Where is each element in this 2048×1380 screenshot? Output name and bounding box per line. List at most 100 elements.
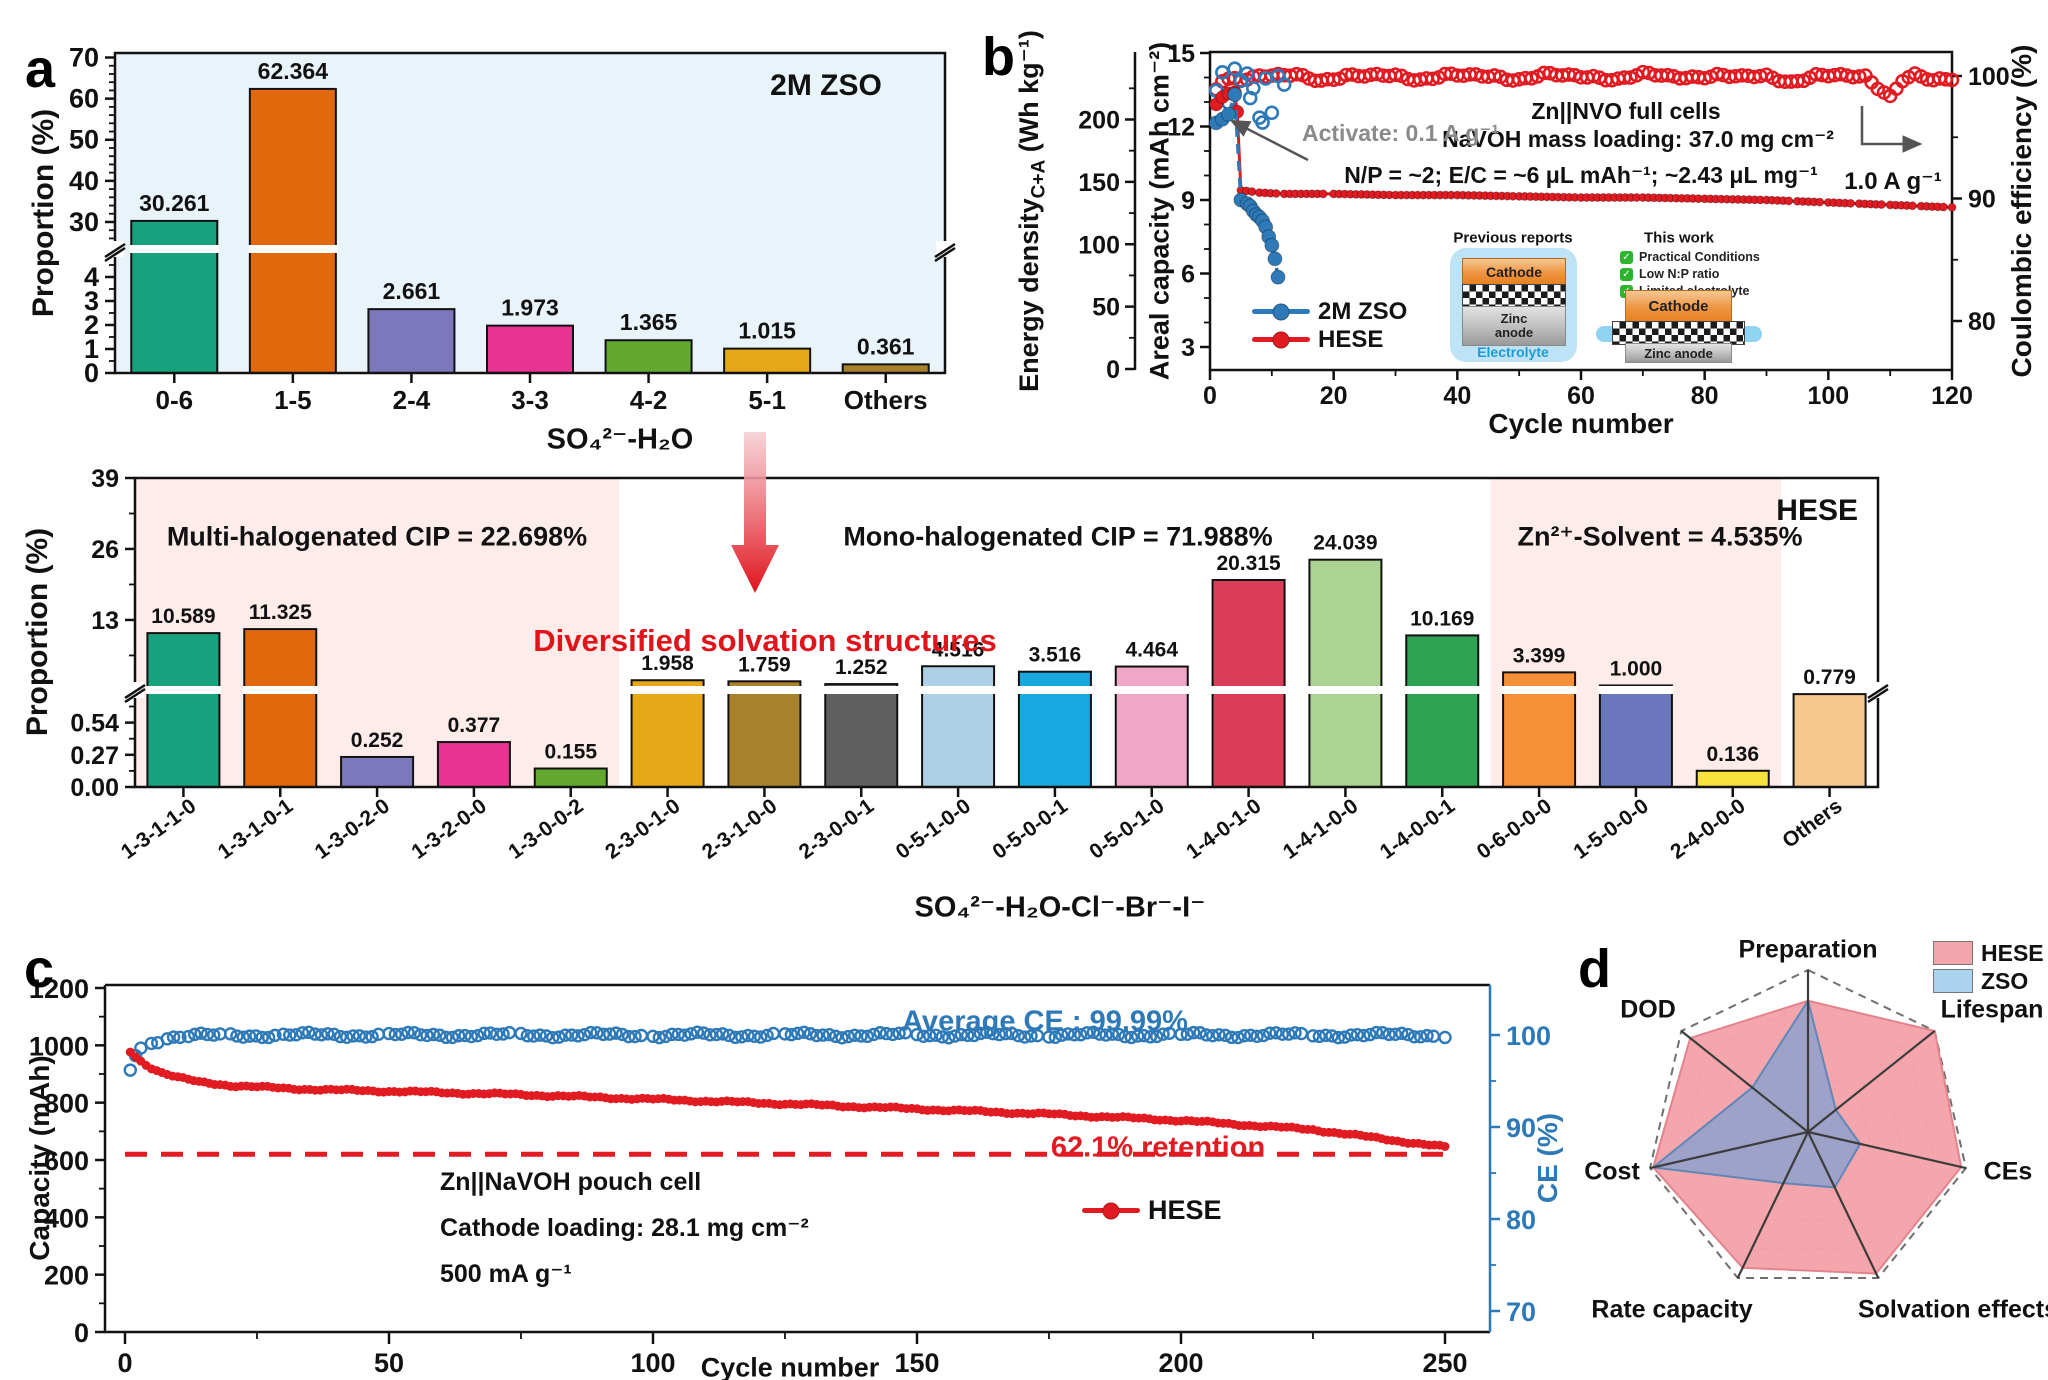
- svg-text:200: 200: [1158, 1348, 1203, 1378]
- inset-this-work-stack: Cathode Zinc anode: [1596, 290, 1762, 364]
- svg-text:0: 0: [84, 358, 99, 388]
- hese-headline: Diversified solvation structures: [533, 623, 997, 659]
- panel-letter-b: b: [982, 27, 1015, 87]
- panel-c-xlabel: Cycle number: [700, 1352, 880, 1380]
- svg-text:13: 13: [91, 607, 119, 635]
- svg-text:20.315: 20.315: [1216, 552, 1281, 575]
- previous-separator-checker: [1462, 284, 1566, 308]
- svg-text:1.973: 1.973: [501, 295, 559, 321]
- hese-tag: HESE: [1776, 494, 1858, 527]
- check-label: Practical Conditions: [1639, 250, 1760, 264]
- svg-text:0.361: 0.361: [857, 333, 915, 359]
- svg-text:800: 800: [44, 1089, 89, 1119]
- svg-text:1.000: 1.000: [1610, 657, 1663, 680]
- svg-text:0: 0: [1106, 356, 1120, 384]
- panel-c-legend-hese: HESE: [1082, 1195, 1222, 1226]
- radar-axis-label-rate: Rate capacity: [1591, 1295, 1753, 1324]
- svg-text:50: 50: [69, 125, 99, 155]
- zso-swatch: [1933, 969, 1973, 994]
- bar-1-4-0-1-0: [1211, 579, 1286, 788]
- panel-c-anno-loading: Cathode loading: 28.1 mg cm⁻²: [440, 1214, 809, 1242]
- svg-text:1.759: 1.759: [738, 653, 791, 676]
- hese-region-label-mono: Mono-halogenated CIP = 71.988%: [843, 521, 1273, 552]
- svg-text:0: 0: [117, 1348, 132, 1378]
- panel-b-energy-axis-label: Energy densityC+A (Wh kg⁻¹): [1014, 30, 1050, 392]
- panel-b-anno-activate: Activate: 0.1 A g⁻¹: [1302, 120, 1500, 146]
- check-icon: ✓: [1620, 267, 1633, 281]
- svg-text:0.252: 0.252: [351, 729, 404, 752]
- previous-cathode-label: Cathode: [1486, 264, 1542, 280]
- check-label: Low N:P ratio: [1639, 267, 1720, 281]
- svg-text:70: 70: [1506, 1297, 1536, 1327]
- svg-text:3.399: 3.399: [1513, 644, 1566, 667]
- panel-b-anno-loading: NaVOH mass loading: 37.0 mg cm⁻²: [1442, 125, 1834, 152]
- energy-label-post: (Wh kg⁻¹): [1013, 30, 1044, 160]
- panel-b-areal-axis-label: Areal capacity (mAh cm⁻²): [1144, 41, 1175, 381]
- svg-text:0.155: 0.155: [544, 741, 597, 764]
- panel-b-ce-axis-label: Coulombic efficiency (%): [2005, 44, 2037, 378]
- svg-text:0.377: 0.377: [448, 714, 501, 737]
- panel-a-xlabel: SO₄²⁻-H₂O: [546, 423, 694, 456]
- svg-text:0.27: 0.27: [70, 742, 119, 770]
- energy-label-pre: Energy density: [1013, 198, 1044, 392]
- bar-2-3-0-0-1: [824, 683, 899, 788]
- svg-text:0: 0: [1203, 382, 1217, 410]
- hese-xlabel: SO₄²⁻-H₂O-Cl⁻-Br⁻-I⁻: [914, 891, 1206, 924]
- svg-text:62.364: 62.364: [258, 58, 329, 84]
- thiswork-zinc-anode-block: Zinc anode: [1625, 343, 1732, 363]
- svg-text:1.365: 1.365: [620, 309, 678, 335]
- hese-ylabel: Proportion (%): [20, 527, 54, 737]
- bar-4-2: [604, 339, 693, 374]
- svg-text:80: 80: [1968, 308, 1996, 336]
- svg-text:6: 6: [1181, 261, 1195, 289]
- thiswork-separator-checker: [1612, 321, 1745, 345]
- svg-text:2-4: 2-4: [393, 385, 431, 415]
- svg-text:70: 70: [69, 43, 99, 73]
- svg-text:24.039: 24.039: [1313, 532, 1377, 555]
- svg-text:0.54: 0.54: [70, 710, 119, 738]
- zso-legend-label: ZSO: [1981, 968, 2029, 994]
- svg-text:60: 60: [1567, 382, 1595, 410]
- svg-text:400: 400: [44, 1203, 89, 1233]
- svg-text:120: 120: [1931, 382, 1973, 410]
- svg-text:4: 4: [84, 262, 99, 292]
- check-low-np-ratio: ✓ Low N:P ratio: [1620, 267, 1770, 281]
- svg-text:0.00: 0.00: [70, 774, 119, 802]
- svg-text:3: 3: [84, 286, 99, 316]
- svg-text:26: 26: [91, 536, 119, 564]
- svg-text:40: 40: [69, 166, 99, 196]
- panel-letter-d: d: [1578, 939, 1611, 999]
- radar-legend-zso: ZSO: [1933, 968, 2028, 994]
- svg-text:4-2: 4-2: [630, 385, 668, 415]
- panel-b-xlabel: Cycle number: [1488, 407, 1674, 439]
- radar-axis-label-solvation: Solvation effects: [1857, 1295, 2048, 1324]
- previous-electrolyte-label: Electrolyte: [1477, 343, 1549, 360]
- panel-b-anno-np: N/P = ~2; E/C = ~6 μL mAh⁻¹; ~2.43 μL mg…: [1344, 161, 1818, 188]
- svg-text:5-1: 5-1: [748, 385, 786, 415]
- hese-legend-label: HESE: [1148, 1195, 1222, 1225]
- thiswork-cathode-label: Cathode: [1648, 298, 1709, 315]
- hese-region-label-znsolvent: Zn²⁺-Solvent = 4.535%: [1517, 521, 1803, 552]
- inset-previous-title: Previous reports: [1453, 229, 1573, 247]
- svg-text:100: 100: [1078, 231, 1120, 259]
- panel-c-anno-pouch: Zn||NaVOH pouch cell: [440, 1168, 702, 1196]
- thiswork-cathode-block: Cathode: [1625, 290, 1732, 323]
- svg-text:1000: 1000: [29, 1031, 89, 1061]
- svg-text:2.661: 2.661: [383, 278, 441, 304]
- panel-b-anno-cells: Zn||NVO full cells: [1531, 97, 1721, 124]
- svg-text:80: 80: [1691, 382, 1719, 410]
- svg-text:2: 2: [84, 310, 99, 340]
- svg-text:3.516: 3.516: [1029, 644, 1082, 667]
- radar-axis-label-preparation: Preparation: [1738, 935, 1878, 964]
- svg-text:1200: 1200: [29, 974, 89, 1004]
- svg-text:200: 200: [1078, 107, 1120, 135]
- svg-text:1.252: 1.252: [835, 656, 888, 679]
- check-icon: ✓: [1620, 250, 1633, 264]
- panel-a-ylabel: Proportion (%): [26, 108, 60, 318]
- previous-anode-line2: anode: [1494, 325, 1534, 340]
- radar-axis-label-cost: Cost: [1584, 1157, 1640, 1186]
- energy-label-sub: C+A: [1028, 159, 1050, 199]
- previous-cathode-block: Cathode: [1462, 258, 1566, 286]
